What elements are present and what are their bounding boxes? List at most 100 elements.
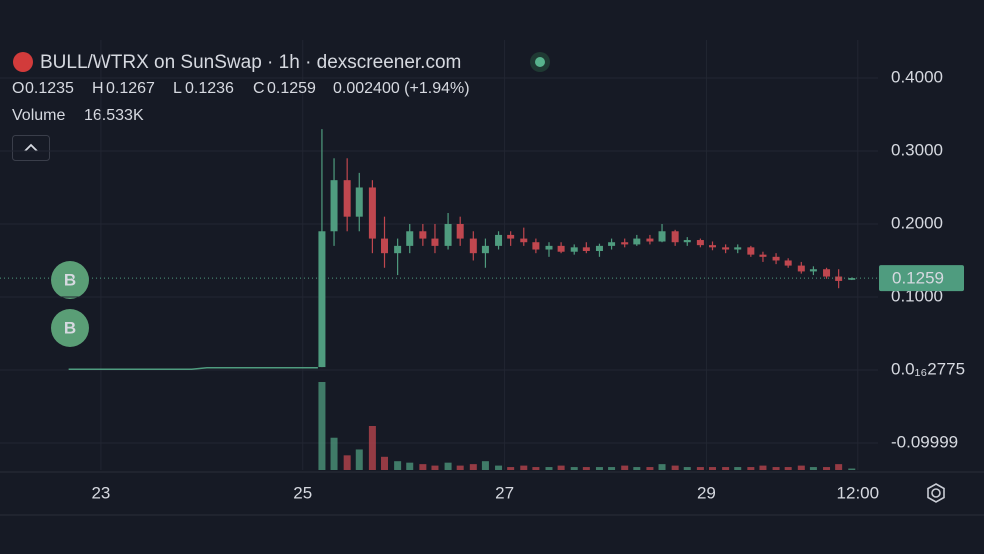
settings-icon-center <box>931 488 941 498</box>
candle-body <box>621 242 629 245</box>
candle-body <box>343 180 351 217</box>
candle-body <box>481 245 489 254</box>
volume-bar <box>646 467 654 470</box>
candle-body <box>355 187 363 217</box>
settings-icon-outline <box>927 483 945 503</box>
candle-body <box>784 260 792 266</box>
candle-body <box>520 238 528 243</box>
volume-bar <box>456 465 464 470</box>
last-price-box <box>879 265 964 292</box>
volume-bar <box>318 382 326 470</box>
candle-body <box>582 247 590 251</box>
x-tick-label: 12:00 <box>837 483 880 502</box>
candle-body <box>507 234 515 239</box>
candle-body <box>545 245 553 250</box>
volume-bar <box>848 468 856 470</box>
volume-bar <box>683 467 691 470</box>
volume-bar <box>330 437 338 470</box>
x-tick-label: 23 <box>91 483 110 502</box>
collapse-button[interactable] <box>12 135 50 161</box>
candle-body <box>835 276 843 281</box>
candle-body <box>469 238 477 254</box>
volume-bar <box>823 467 831 470</box>
volume-bar <box>557 465 565 470</box>
volume-bar <box>784 467 792 470</box>
volume-bar <box>495 465 503 470</box>
chart-title: BULL/WTRX on SunSwap · 1h · dexscreener.… <box>40 52 461 73</box>
candle-body <box>431 238 439 246</box>
candle-body <box>797 265 805 272</box>
volume-bar <box>355 449 363 470</box>
volume-label: Volume <box>12 107 65 124</box>
candle-body <box>747 247 755 255</box>
candle-body <box>708 245 716 248</box>
volume-bar <box>469 464 477 470</box>
volume-value: 16.533K <box>84 107 144 124</box>
volume-bar <box>633 467 641 470</box>
candle-body <box>823 269 831 277</box>
volume-bar <box>671 465 679 470</box>
volume-bar <box>394 461 402 470</box>
x-tick-label: 25 <box>293 483 312 502</box>
volume-bar <box>570 467 578 470</box>
candle-body <box>848 278 856 280</box>
collapse-icon <box>24 143 38 152</box>
x-tick-label: 29 <box>697 483 716 502</box>
grid <box>0 40 878 470</box>
volume-bar <box>431 465 439 470</box>
y-tick-label: 0.4000 <box>891 67 943 86</box>
candle-body <box>722 247 730 250</box>
candle-body <box>759 254 767 257</box>
candle-body <box>381 238 389 254</box>
legend-key: O <box>12 80 24 97</box>
candle-body <box>532 242 540 250</box>
legend-key: C <box>253 80 265 97</box>
candle-body <box>696 240 704 246</box>
settings-icon[interactable] <box>927 483 945 503</box>
volume-bar <box>608 467 616 470</box>
y-tick-label: 0.3000 <box>891 140 943 159</box>
candle-body <box>646 238 654 242</box>
candle-body <box>368 187 376 239</box>
volume-bar <box>722 467 730 470</box>
volume-bar <box>797 465 805 470</box>
volume-bar <box>507 467 515 470</box>
volume-bar <box>545 467 553 470</box>
legend-key: L <box>173 80 182 97</box>
y-tick-label: 0.1000 <box>891 286 943 305</box>
candle-body <box>633 238 641 245</box>
candle-body <box>557 245 565 252</box>
marker-label: B <box>64 270 76 289</box>
volume-bar <box>406 462 414 470</box>
candle-body <box>683 240 691 243</box>
candle-body <box>456 223 464 239</box>
candle-body <box>595 245 603 251</box>
candle-body <box>671 231 679 243</box>
legend-value: 0.1236 <box>185 80 234 97</box>
legend-value: 0.1235 <box>25 80 74 97</box>
legend-key: H <box>92 80 104 97</box>
y-tick-label: -0.09999 <box>891 432 958 451</box>
volume-bar <box>772 467 780 470</box>
candle-body <box>394 245 402 254</box>
volume-bar <box>368 426 376 470</box>
token-icon <box>13 52 33 72</box>
volume-bar <box>532 467 540 470</box>
marker-circle[interactable] <box>51 309 89 347</box>
marker-circle[interactable] <box>51 261 89 299</box>
volume-bar <box>708 467 716 470</box>
volume-bar <box>621 465 629 470</box>
legend-value: 0.1267 <box>106 80 155 97</box>
volume-bar <box>419 464 427 470</box>
candle-body <box>658 231 666 242</box>
price-line <box>68 367 318 371</box>
candle-body <box>318 231 326 368</box>
candle-body <box>406 231 414 246</box>
volume-bar <box>734 467 742 470</box>
candle-body <box>495 234 503 246</box>
volume-bar <box>595 467 603 470</box>
candle-body <box>809 269 817 272</box>
status-dot <box>535 57 545 67</box>
